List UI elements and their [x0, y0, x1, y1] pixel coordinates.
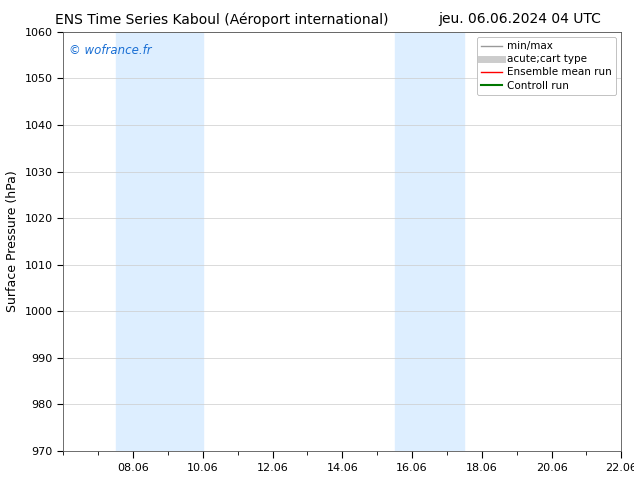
Text: jeu. 06.06.2024 04 UTC: jeu. 06.06.2024 04 UTC	[439, 12, 601, 26]
Bar	[429, 32, 464, 451]
Text: ENS Time Series Kaboul (Aéroport international): ENS Time Series Kaboul (Aéroport interna…	[55, 12, 389, 27]
Legend: min/max, acute;cart type, Ensemble mean run, Controll run: min/max, acute;cart type, Ensemble mean …	[477, 37, 616, 95]
Bar	[115, 32, 150, 451]
Text: © wofrance.fr: © wofrance.fr	[69, 45, 152, 57]
Bar	[150, 32, 203, 451]
Bar	[394, 32, 429, 451]
Y-axis label: Surface Pressure (hPa): Surface Pressure (hPa)	[6, 171, 19, 312]
